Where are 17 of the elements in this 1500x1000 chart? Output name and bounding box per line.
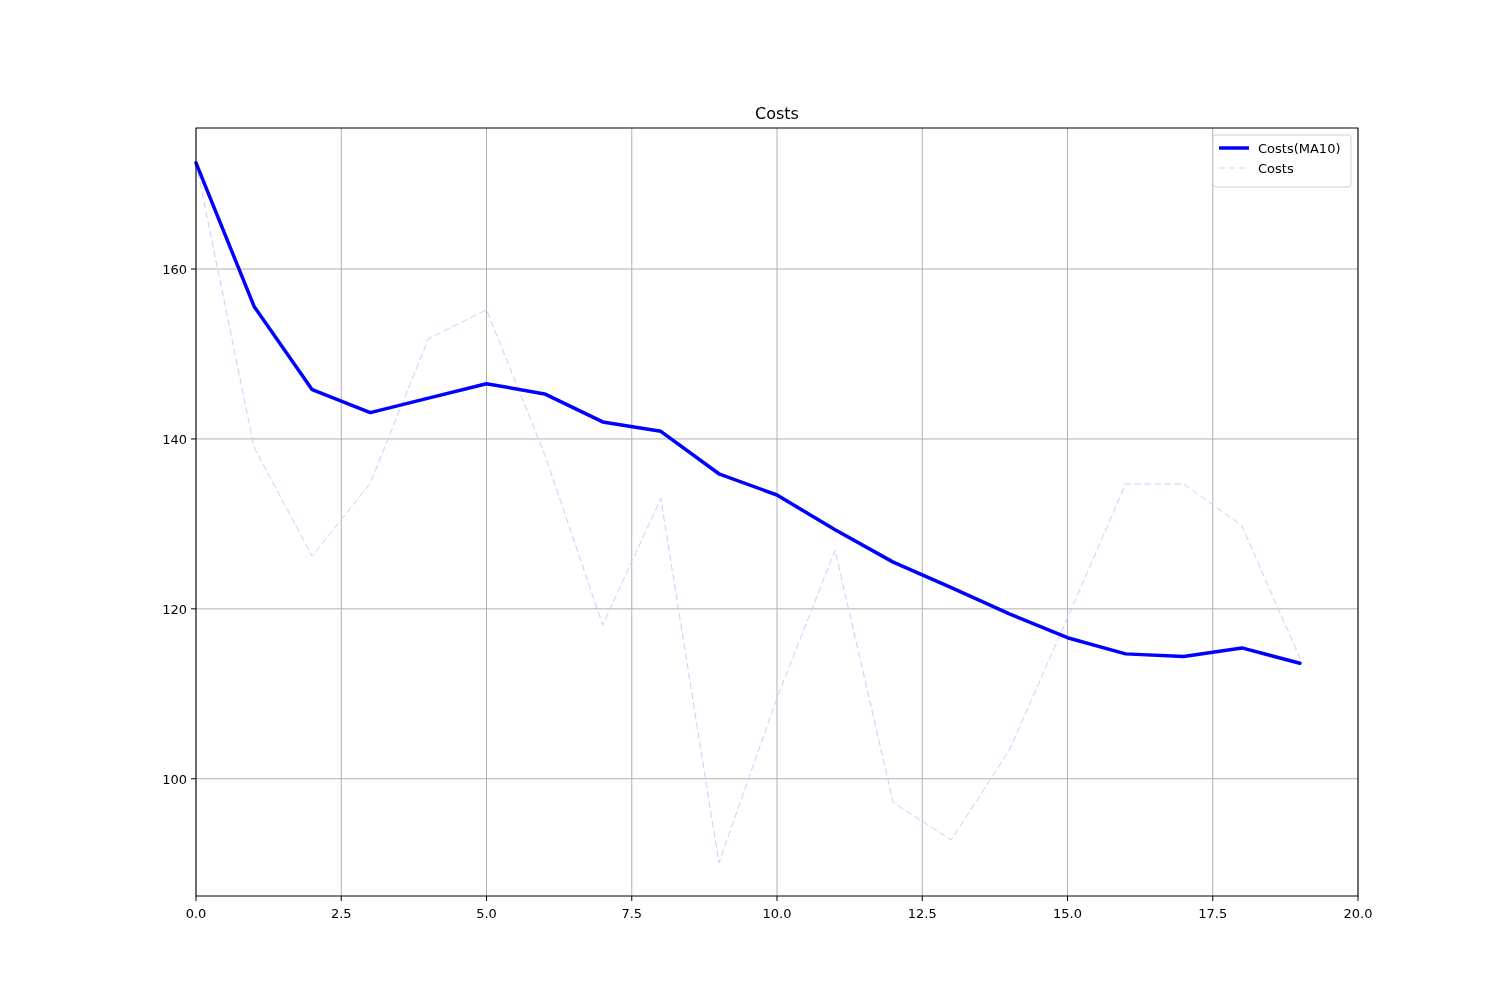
y-tick-label: 160	[162, 262, 187, 278]
y-tick-label: 100	[162, 771, 187, 787]
chart-title: Costs	[755, 104, 799, 123]
x-tick-label: 0.0	[185, 906, 207, 921]
line-series	[194, 161, 1302, 665]
legend-label: Costs(MA10)	[1258, 141, 1341, 156]
x-tick-label: 7.5	[621, 906, 643, 921]
x-tick-label: 5.0	[476, 906, 497, 921]
legend-label: Costs	[1258, 161, 1294, 176]
x-tick-label: 2.5	[330, 906, 352, 921]
x-tick-label: 20.0	[1343, 906, 1373, 921]
x-tick-label: 10.0	[762, 906, 792, 921]
y-tick-label: 140	[162, 431, 187, 447]
x-tick-label: 15.0	[1053, 906, 1082, 921]
y-tick-label: 120	[162, 601, 187, 617]
x-tick-label: 12.5	[907, 906, 937, 921]
x-tick-label: 17.5	[1198, 906, 1228, 921]
